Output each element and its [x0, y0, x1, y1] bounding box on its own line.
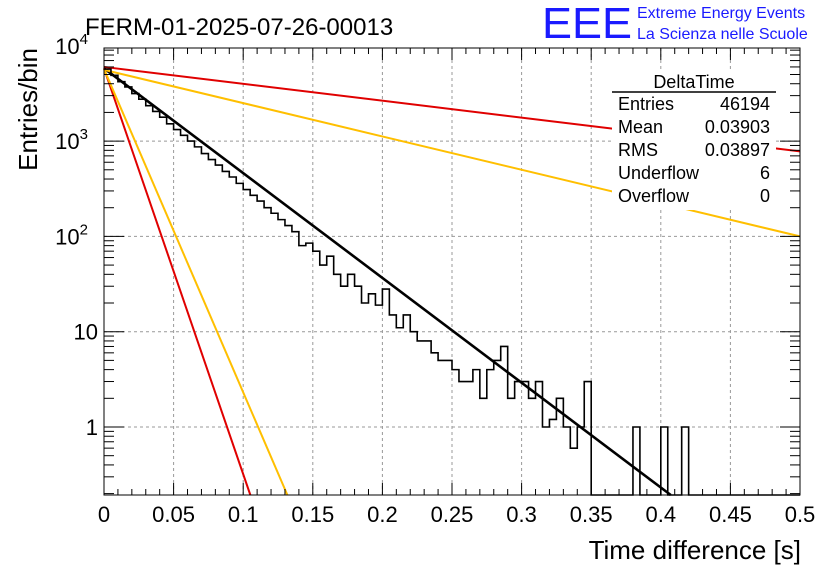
stats-label: Entries — [618, 94, 674, 114]
x-tick-label: 0.25 — [431, 502, 474, 527]
plot-frame — [103, 47, 801, 496]
x-tick-label: 0.45 — [709, 502, 752, 527]
y-tick-label: 1 — [86, 415, 98, 440]
stats-label: Underflow — [618, 163, 700, 183]
tick-labels: 0 0.05 0.1 0.15 0.2 0.25 0.3 0.35 0.4 0.45 0.5 104 1… — [55, 31, 815, 527]
eee-logo: EEE Extreme Energy Events La Scienza nel… — [542, 0, 808, 48]
histogram — [104, 68, 800, 496]
stats-box-bg — [612, 72, 776, 210]
chart-title: FERM-01-2025-07-26-00013 — [85, 14, 393, 41]
x-tick-label: 0.2 — [367, 502, 398, 527]
x-tick-label: 0.15 — [291, 502, 334, 527]
y-tick-label: 10 — [74, 320, 98, 345]
fit-curve-4 — [103, 68, 289, 496]
x-tick-label: 0.3 — [506, 502, 537, 527]
logo-line1: Extreme Energy Events — [637, 5, 805, 22]
stats-label: Overflow — [618, 186, 690, 206]
x-tick-label: 0 — [98, 502, 110, 527]
stats-label: RMS — [618, 140, 658, 160]
stats-value: 0.03897 — [705, 140, 770, 160]
fit-curve-3 — [103, 68, 252, 496]
histogram-steps — [104, 68, 800, 496]
stats-box: DeltaTime Entries 46194 Mean 0.03903 RMS 0.03… — [612, 72, 776, 210]
x-tick-label: 0.05 — [152, 502, 195, 527]
x-tick-label: 0.5 — [785, 502, 816, 527]
stats-value: 0.03903 — [705, 117, 770, 137]
stats-label: Mean — [618, 117, 663, 137]
stats-value: 46194 — [720, 94, 770, 114]
y-axis-label: Entries/bin — [13, 48, 43, 171]
logo-eee-text: EEE — [542, 0, 632, 48]
logo-line2: La Scienza nelle Scuole — [637, 26, 808, 43]
y-tick-label: 102 — [55, 221, 88, 249]
x-tick-label: 0.4 — [646, 502, 677, 527]
x-axis-label: Time difference [s] — [589, 535, 801, 565]
x-tick-label: 0.35 — [570, 502, 613, 527]
y-tick-label: 103 — [55, 126, 88, 154]
stats-value: 6 — [760, 163, 770, 183]
axes — [103, 48, 801, 495]
stats-value: 0 — [760, 186, 770, 206]
stats-box-name: DeltaTime — [653, 72, 734, 92]
fit-curve-0 — [103, 67, 672, 497]
y-tick-label: 104 — [55, 31, 88, 59]
x-tick-label: 0.1 — [228, 502, 259, 527]
